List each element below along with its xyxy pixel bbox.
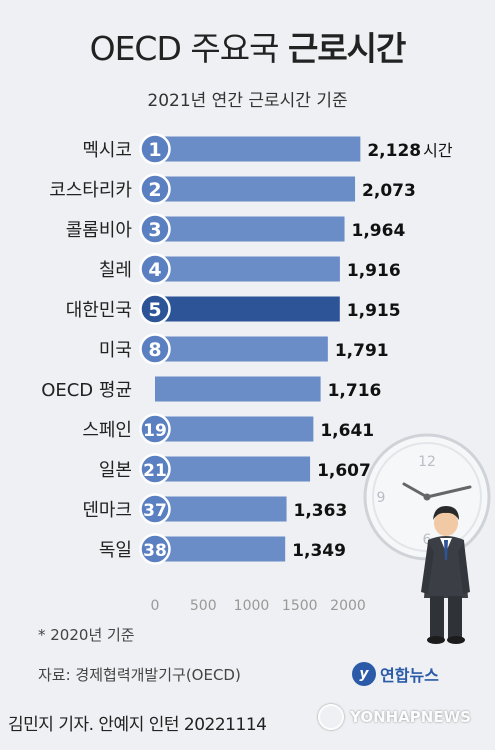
rank-badge <box>139 293 171 325</box>
value-label: 1,916 <box>347 261 401 281</box>
watermark: YONHAPNEWS <box>318 704 471 730</box>
title-bold: 근로시간 <box>287 29 406 68</box>
clock-minute-hand <box>425 485 472 499</box>
unit-label: 시간 <box>423 141 453 160</box>
value-label: 1,607 <box>317 461 371 481</box>
x-tick-label: 2000 <box>330 598 366 614</box>
category-label: 미국 <box>99 340 132 361</box>
bar <box>155 256 340 282</box>
category-label: 일본 <box>99 460 132 481</box>
category-label: 독일 <box>99 540 132 561</box>
rank-number: 8 <box>148 339 161 361</box>
subtitle: 2021년 연간 근로시간 기준 <box>147 91 348 111</box>
rank-badge <box>139 333 171 365</box>
watermark-logo-icon <box>318 704 344 730</box>
bar <box>155 416 314 442</box>
rank-number: 19 <box>143 421 167 441</box>
clock-number-12: 12 <box>418 454 436 470</box>
clock-number-9: 9 <box>377 490 386 506</box>
value-label: 1,791 <box>335 341 389 361</box>
bar <box>155 536 286 562</box>
rank-number: 21 <box>143 461 167 481</box>
x-tick-label: 0 <box>151 598 160 614</box>
rank-number: 1 <box>148 139 161 161</box>
clock-number-6: 6 <box>423 532 432 548</box>
category-label: 덴마크 <box>82 500 132 521</box>
rank-badge <box>139 453 171 485</box>
rank-number: 4 <box>148 259 161 281</box>
bar <box>155 376 321 402</box>
category-label: 스페인 <box>82 420 132 441</box>
footnote: * 2020년 기준 <box>38 626 135 644</box>
byline: 김민지 기자. 안예지 인턴 20221114 <box>8 715 267 735</box>
category-label: 대한민국 <box>66 300 132 321</box>
rank-badge <box>139 493 171 525</box>
source-note: 자료: 경제협력개발기구(OECD) <box>38 666 241 684</box>
rank-badge <box>139 173 171 205</box>
rank-number: 37 <box>143 501 167 521</box>
bar <box>155 216 345 242</box>
bar <box>155 496 287 522</box>
x-tick-label: 1000 <box>234 598 270 614</box>
value-label: 2,073 <box>362 181 416 201</box>
rank-badge <box>139 133 171 165</box>
bar <box>155 136 361 162</box>
page-title: OECD 주요국 근로시간 <box>0 22 495 70</box>
x-tick-label: 1500 <box>282 598 318 614</box>
rank-number: 3 <box>148 219 161 241</box>
rank-badge <box>139 533 171 565</box>
bar <box>155 296 340 322</box>
bar <box>155 176 356 202</box>
watermark-text: YONHAPNEWS <box>350 708 471 726</box>
value-label: 2,128 <box>367 141 421 161</box>
brand-name: 연합뉴스 <box>380 666 439 685</box>
rank-number: 2 <box>148 179 161 201</box>
category-label: 코스타리카 <box>49 180 132 201</box>
rank-badge <box>139 253 171 285</box>
value-label: 1,716 <box>328 381 382 401</box>
value-label: 1,964 <box>352 221 406 241</box>
value-label: 1,363 <box>294 501 348 521</box>
brand-logo: y 연합뉴스 <box>352 662 439 686</box>
category-label: 칠레 <box>99 260 132 281</box>
category-label: 콜롬비아 <box>66 220 133 241</box>
rank-badge <box>139 213 171 245</box>
clock-hour-hand <box>402 482 429 499</box>
category-label: 멕시코 <box>82 140 132 161</box>
x-tick-label: 500 <box>190 598 217 614</box>
value-label: 1,641 <box>320 421 374 441</box>
value-label: 1,349 <box>292 541 346 561</box>
title-light: OECD 주요국 <box>89 29 280 68</box>
value-label: 1,915 <box>347 301 401 321</box>
bar <box>155 336 328 362</box>
yonhap-logo-icon: y <box>352 662 376 686</box>
rank-badge <box>139 413 171 445</box>
bar <box>155 456 311 482</box>
rank-number: 5 <box>148 299 161 321</box>
category-label: OECD 평균 <box>41 380 132 401</box>
rank-number: 38 <box>143 541 167 561</box>
